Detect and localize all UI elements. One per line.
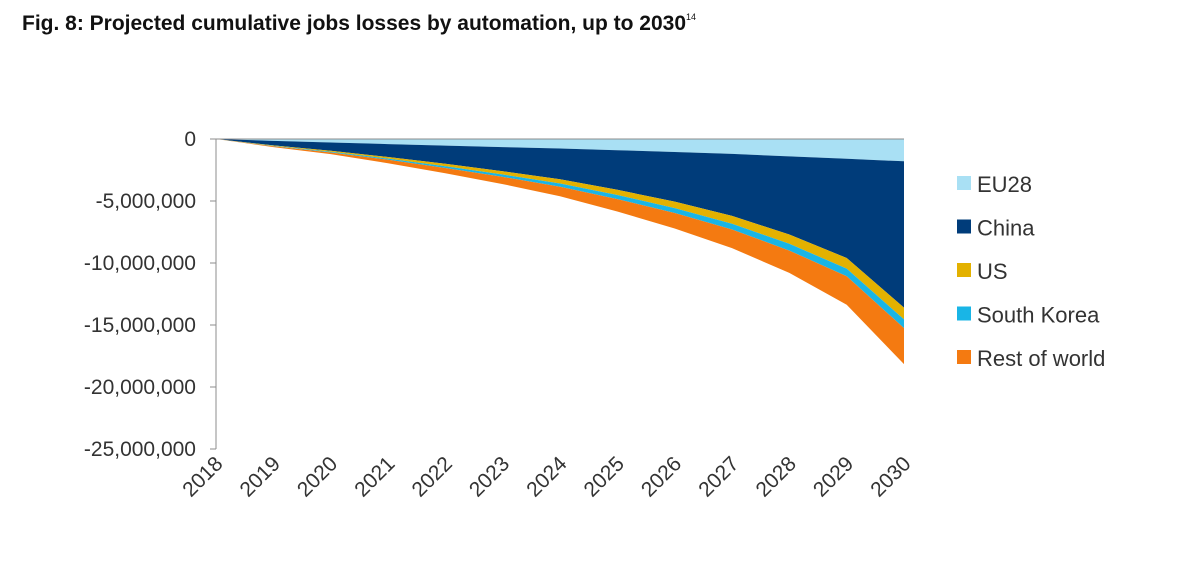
legend-swatch-us (957, 263, 971, 277)
legend-swatch-rest-of-world (957, 350, 971, 364)
x-tick-label: 2030 (866, 452, 915, 501)
legend-swatch-south-korea (957, 306, 971, 321)
x-tick-label: 2023 (465, 452, 514, 501)
x-tick-label: 2029 (809, 452, 858, 501)
legend-label-rest-of-world: Rest of world (977, 346, 1105, 371)
y-tick-label: -20,000,000 (84, 376, 196, 399)
series-area-rest-of-world (216, 139, 904, 365)
title-footnote: 14 (686, 12, 697, 22)
legend-swatch-eu28 (957, 176, 971, 190)
legend-label-china: China (977, 216, 1035, 241)
series-area-china (216, 139, 904, 308)
y-tick-label: -10,000,000 (84, 252, 196, 275)
legend-label-south-korea: South Korea (977, 303, 1100, 328)
y-tick-label: 0 (184, 128, 196, 151)
x-tick-label: 2022 (408, 452, 457, 501)
x-tick-label: 2024 (522, 452, 572, 502)
y-tick-label: -25,000,000 (84, 438, 196, 461)
legend-label-us: US (977, 259, 1008, 284)
series-area-us (216, 139, 904, 320)
legend: EU28 China US South Korea Rest of world (957, 172, 1105, 371)
y-tick-label: -15,000,000 (84, 314, 196, 337)
y-tick-label: -5,000,000 (96, 190, 196, 213)
legend-swatch-china (957, 219, 971, 234)
x-tick-label: 2027 (694, 452, 743, 501)
x-tick-label: 2026 (637, 452, 686, 501)
x-tick-label: 2025 (580, 452, 629, 501)
series-area-eu28 (216, 139, 904, 162)
x-tick-label: 2020 (293, 452, 342, 501)
x-tick-label: 2028 (752, 452, 801, 501)
series-areas (216, 139, 904, 365)
chart-title: Fig. 8: Projected cumulative jobs losses… (22, 12, 697, 35)
x-tick-label: 2021 (350, 452, 399, 501)
legend-label-eu28: EU28 (977, 172, 1032, 197)
x-tick-label: 2019 (236, 452, 285, 501)
